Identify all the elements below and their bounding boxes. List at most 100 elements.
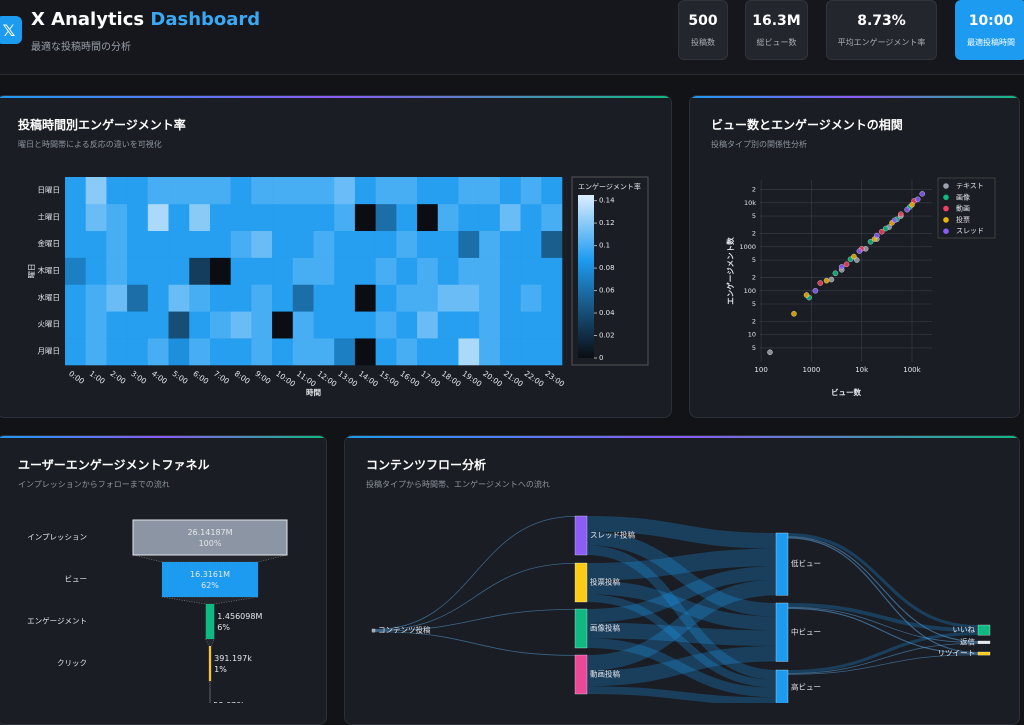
value-label: 16.3161M bbox=[190, 570, 230, 579]
x-axis-title: ビュー数 bbox=[831, 387, 861, 397]
legend-marker bbox=[943, 183, 949, 189]
heat-cell bbox=[293, 231, 314, 258]
heat-cell bbox=[417, 231, 438, 258]
heat-cell bbox=[521, 177, 542, 204]
heat-cell bbox=[355, 338, 376, 365]
heat-cell bbox=[127, 231, 148, 258]
node-label: 中ビュー bbox=[791, 626, 821, 636]
scatter-point bbox=[898, 212, 903, 217]
heat-cell bbox=[458, 338, 479, 365]
heat-cell bbox=[334, 311, 355, 338]
sankey-node bbox=[575, 609, 587, 648]
y-tick-label: 10 bbox=[748, 331, 756, 339]
scatter-point bbox=[879, 229, 884, 234]
heat-cell bbox=[479, 258, 500, 285]
percent-label: 62% bbox=[201, 581, 219, 590]
sankey-link bbox=[375, 516, 575, 629]
x-tick-label: 13:00 bbox=[336, 369, 359, 389]
heat-cell bbox=[438, 204, 459, 231]
scatter-point bbox=[844, 262, 849, 267]
x-tick-label: 9:00 bbox=[253, 369, 272, 386]
heat-cell bbox=[376, 231, 397, 258]
x-tick-label: 1:00 bbox=[88, 369, 107, 386]
funnel-connector bbox=[206, 639, 215, 646]
heat-cell bbox=[314, 231, 335, 258]
heat-cell bbox=[458, 204, 479, 231]
heat-cell bbox=[272, 258, 293, 285]
colorbar-tick-label: 0.06 bbox=[599, 287, 615, 295]
scatter-point bbox=[920, 191, 925, 196]
scatter-point bbox=[829, 277, 834, 282]
heat-cell bbox=[458, 177, 479, 204]
funnel-bar bbox=[209, 646, 211, 681]
x-tick-label: 11:00 bbox=[295, 369, 318, 389]
heat-cell bbox=[458, 284, 479, 311]
node-label: スレッド投稿 bbox=[590, 530, 635, 540]
heat-cell bbox=[86, 284, 107, 311]
heat-cell bbox=[314, 284, 335, 311]
sankey-link bbox=[375, 632, 575, 656]
y-axis-title: 曜日 bbox=[27, 264, 36, 279]
legend-marker bbox=[943, 228, 949, 234]
heat-cell bbox=[438, 258, 459, 285]
sankey-node bbox=[978, 641, 990, 644]
heat-cell bbox=[417, 177, 438, 204]
heat-cell bbox=[106, 231, 127, 258]
heat-cell bbox=[210, 311, 231, 338]
heat-cell bbox=[148, 177, 169, 204]
heat-cell bbox=[521, 258, 542, 285]
heat-cell bbox=[314, 177, 335, 204]
heat-cell bbox=[417, 204, 438, 231]
scatter-point bbox=[824, 278, 829, 283]
heat-cell bbox=[272, 338, 293, 365]
heat-cell bbox=[355, 204, 376, 231]
heat-cell bbox=[210, 177, 231, 204]
heat-cell bbox=[86, 258, 107, 285]
stage-label: エンゲージメント bbox=[27, 617, 87, 626]
heat-cell bbox=[293, 284, 314, 311]
heat-cell bbox=[541, 258, 562, 285]
heat-cell bbox=[334, 231, 355, 258]
heat-cell bbox=[86, 204, 107, 231]
heat-cell bbox=[251, 204, 272, 231]
x-tick-label: 17:00 bbox=[419, 369, 442, 389]
scatter-point bbox=[804, 292, 809, 297]
heat-cell bbox=[210, 338, 231, 365]
node-label: 返信 bbox=[960, 636, 975, 646]
heat-cell bbox=[210, 204, 231, 231]
legend-label: テキスト bbox=[956, 182, 984, 190]
heat-cell bbox=[458, 231, 479, 258]
heat-cell bbox=[293, 258, 314, 285]
heat-cell bbox=[314, 258, 335, 285]
scatter-point bbox=[851, 254, 856, 259]
heat-cell bbox=[251, 231, 272, 258]
y-tick-label: 2 bbox=[752, 274, 756, 282]
x-tick-label: 6:00 bbox=[191, 369, 210, 386]
legend-marker bbox=[943, 195, 949, 201]
sankey-node bbox=[575, 563, 587, 602]
heat-cell bbox=[500, 177, 521, 204]
node-label: リツイート bbox=[938, 649, 976, 658]
heat-cell bbox=[231, 311, 252, 338]
heat-cell bbox=[417, 284, 438, 311]
legend-label: 投票 bbox=[956, 215, 970, 224]
heat-cell bbox=[355, 258, 376, 285]
heat-cell bbox=[169, 311, 190, 338]
scatter-point bbox=[767, 350, 772, 355]
heat-cell bbox=[500, 204, 521, 231]
scatter-point bbox=[818, 280, 823, 285]
y-tick-label: 5 bbox=[752, 212, 756, 220]
scatter-point bbox=[791, 311, 796, 316]
heat-cell bbox=[396, 338, 417, 365]
colorbar-tick-label: 0 bbox=[599, 354, 603, 362]
heat-cell bbox=[272, 311, 293, 338]
node-label: 高ビュー bbox=[791, 682, 821, 692]
heat-cell bbox=[251, 311, 272, 338]
value-label: 26.14187M bbox=[187, 528, 232, 537]
x-tick-label: 16:00 bbox=[398, 369, 421, 389]
x-tick-label: 21:00 bbox=[502, 369, 525, 389]
heat-cell bbox=[65, 258, 86, 285]
heat-cell bbox=[148, 258, 169, 285]
heat-cell bbox=[189, 284, 210, 311]
